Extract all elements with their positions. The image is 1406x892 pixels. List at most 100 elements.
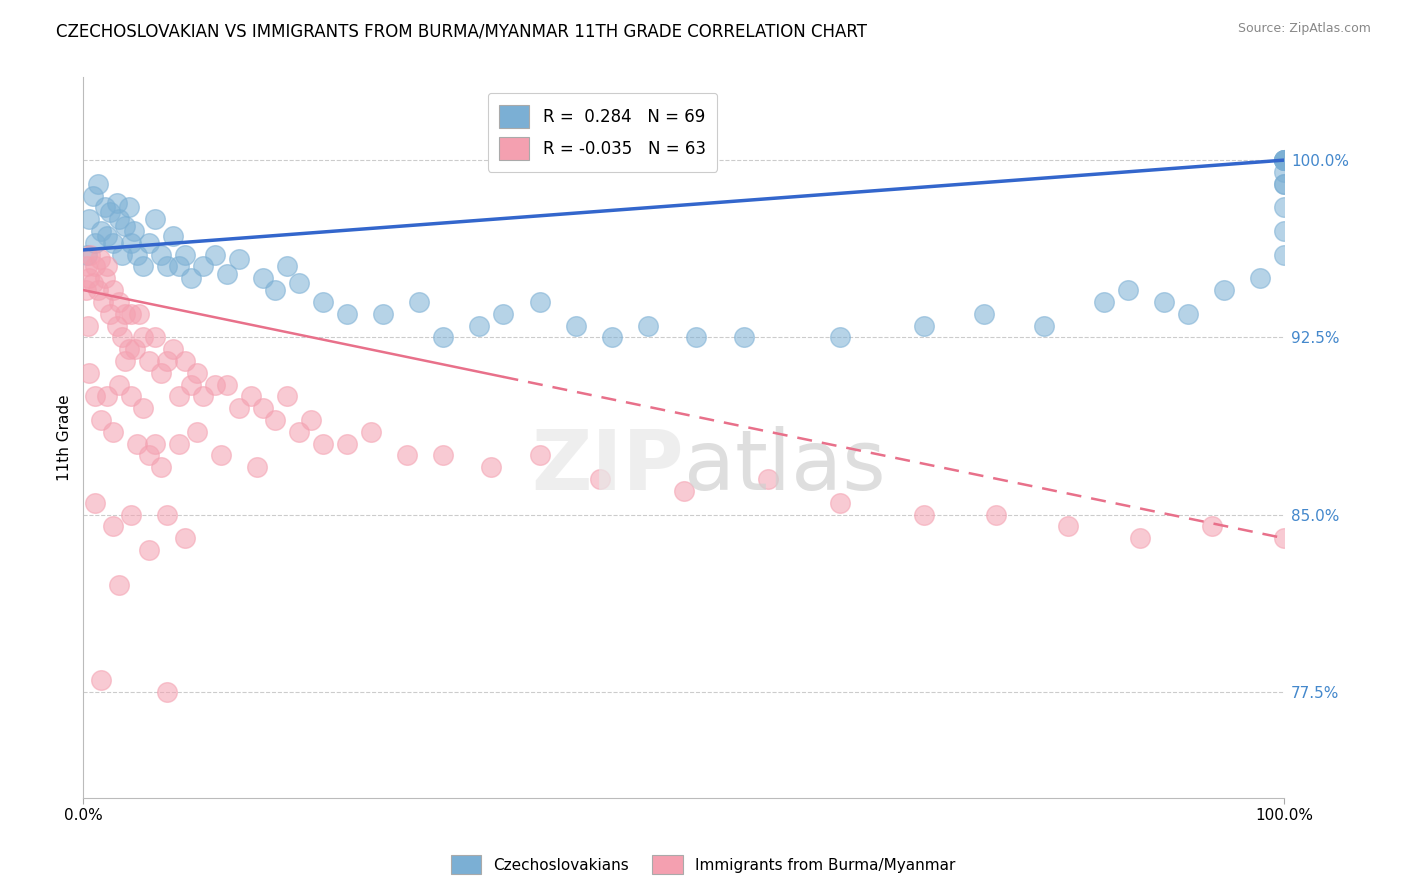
Point xyxy=(162,342,184,356)
Point xyxy=(756,472,779,486)
Point xyxy=(90,673,112,687)
Point xyxy=(156,684,179,698)
Point xyxy=(82,276,104,290)
Point xyxy=(114,354,136,368)
Point xyxy=(169,389,191,403)
Point xyxy=(143,436,166,450)
Point xyxy=(564,318,586,333)
Point xyxy=(90,224,112,238)
Point xyxy=(529,294,551,309)
Point xyxy=(124,342,146,356)
Point xyxy=(1153,294,1175,309)
Point xyxy=(111,247,134,261)
Point xyxy=(396,449,419,463)
Point xyxy=(82,188,104,202)
Point xyxy=(336,307,359,321)
Point xyxy=(79,212,101,227)
Point xyxy=(588,472,610,486)
Point xyxy=(138,354,160,368)
Point xyxy=(1272,224,1295,238)
Point xyxy=(912,508,935,522)
Point xyxy=(98,307,121,321)
Point xyxy=(108,578,131,592)
Point xyxy=(86,177,108,191)
Point xyxy=(84,260,107,274)
Point xyxy=(162,228,184,243)
Point xyxy=(1272,153,1295,168)
Point xyxy=(228,401,250,416)
Point xyxy=(1272,153,1295,168)
Point xyxy=(252,271,274,285)
Point xyxy=(169,436,191,450)
Point xyxy=(79,247,101,261)
Point xyxy=(105,318,128,333)
Point xyxy=(103,283,125,297)
Point xyxy=(299,413,322,427)
Point xyxy=(120,508,142,522)
Point xyxy=(193,260,215,274)
Point xyxy=(217,267,239,281)
Point xyxy=(193,389,215,403)
Point xyxy=(733,330,755,344)
Point xyxy=(209,449,232,463)
Point xyxy=(360,425,382,439)
Point xyxy=(143,212,166,227)
Point xyxy=(240,389,263,403)
Point xyxy=(373,307,395,321)
Text: CZECHOSLOVAKIAN VS IMMIGRANTS FROM BURMA/MYANMAR 11TH GRADE CORRELATION CHART: CZECHOSLOVAKIAN VS IMMIGRANTS FROM BURMA… xyxy=(56,22,868,40)
Point xyxy=(77,318,100,333)
Point xyxy=(120,389,142,403)
Point xyxy=(91,294,114,309)
Point xyxy=(180,377,202,392)
Point xyxy=(288,425,311,439)
Point xyxy=(138,235,160,250)
Point xyxy=(156,260,179,274)
Y-axis label: 11th Grade: 11th Grade xyxy=(58,394,72,481)
Point xyxy=(132,260,155,274)
Point xyxy=(94,200,117,214)
Point xyxy=(150,460,173,475)
Point xyxy=(180,271,202,285)
Point xyxy=(228,252,250,267)
Point xyxy=(481,460,503,475)
Point xyxy=(264,413,287,427)
Point xyxy=(1201,519,1223,533)
Point xyxy=(217,377,239,392)
Point xyxy=(828,496,851,510)
Text: ZIP: ZIP xyxy=(531,426,683,507)
Point xyxy=(984,508,1007,522)
Point xyxy=(312,294,335,309)
Point xyxy=(98,205,121,219)
Point xyxy=(138,449,160,463)
Text: Source: ZipAtlas.com: Source: ZipAtlas.com xyxy=(1237,22,1371,36)
Point xyxy=(1092,294,1115,309)
Point xyxy=(132,330,155,344)
Point xyxy=(276,389,298,403)
Point xyxy=(1032,318,1054,333)
Point xyxy=(312,436,335,450)
Legend: Czechoslovakians, Immigrants from Burma/Myanmar: Czechoslovakians, Immigrants from Burma/… xyxy=(444,849,962,880)
Point xyxy=(108,294,131,309)
Point xyxy=(156,354,179,368)
Point xyxy=(637,318,659,333)
Point xyxy=(108,377,131,392)
Point xyxy=(75,283,97,297)
Point xyxy=(120,307,142,321)
Point xyxy=(150,366,173,380)
Point xyxy=(246,460,269,475)
Point xyxy=(103,425,125,439)
Point xyxy=(86,283,108,297)
Point xyxy=(89,252,111,267)
Point xyxy=(408,294,430,309)
Point xyxy=(973,307,995,321)
Point xyxy=(204,247,226,261)
Point xyxy=(105,195,128,210)
Point xyxy=(1272,247,1295,261)
Point xyxy=(94,271,117,285)
Point xyxy=(76,260,98,274)
Point xyxy=(122,224,145,238)
Point xyxy=(150,247,173,261)
Point xyxy=(96,260,118,274)
Point xyxy=(1272,177,1295,191)
Point xyxy=(1272,200,1295,214)
